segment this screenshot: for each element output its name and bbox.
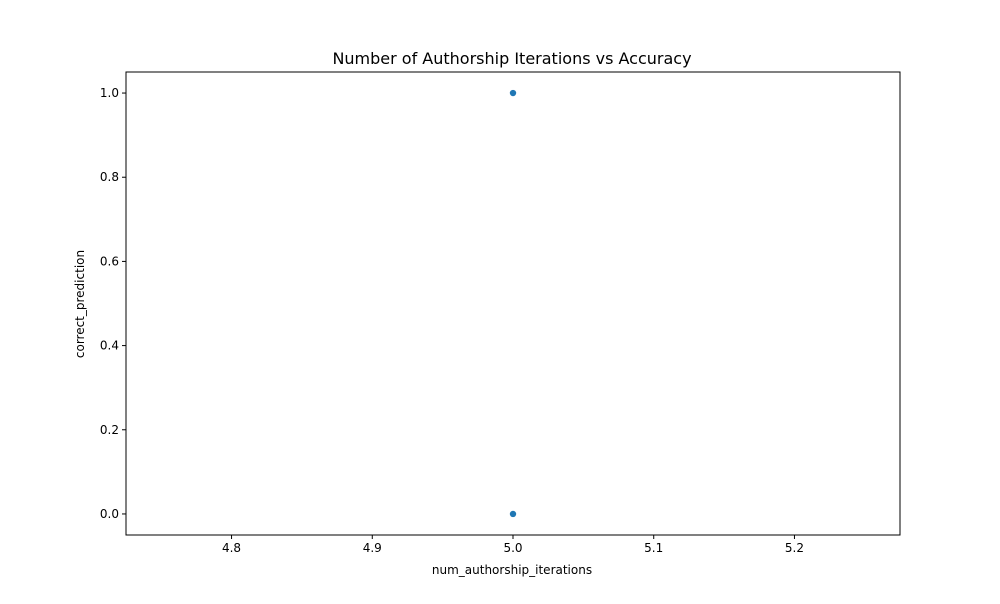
data-points (509, 89, 517, 518)
plot-frame (125, 71, 901, 536)
y-tick-label: 0.4 (100, 339, 119, 353)
x-tick-label: 4.8 (222, 541, 241, 555)
y-tick-label: 0.8 (100, 170, 119, 184)
y-tick-label: 0.2 (100, 423, 119, 437)
x-axis-label: num_authorship_iterations (432, 563, 592, 577)
y-tick-label: 1.0 (100, 86, 119, 100)
y-tick-label: 0.6 (100, 254, 119, 268)
scatter-point (509, 510, 517, 518)
y-tick-label: 0.0 (100, 507, 119, 521)
plot-area (125, 71, 901, 536)
x-tick-label: 5.2 (785, 541, 804, 555)
x-tick-label: 5.1 (644, 541, 663, 555)
x-axis-ticks: 4.8 4.9 5.0 5.1 5.2 (222, 535, 804, 555)
x-tick-label: 4.9 (363, 541, 382, 555)
x-tick-label: 5.0 (503, 541, 522, 555)
scatter-point (509, 89, 517, 97)
chart-title: Number of Authorship Iterations vs Accur… (332, 49, 691, 68)
y-axis-label: correct_prediction (73, 250, 87, 358)
y-axis-ticks: 0.0 0.2 0.4 0.6 0.8 1.0 (100, 86, 126, 521)
